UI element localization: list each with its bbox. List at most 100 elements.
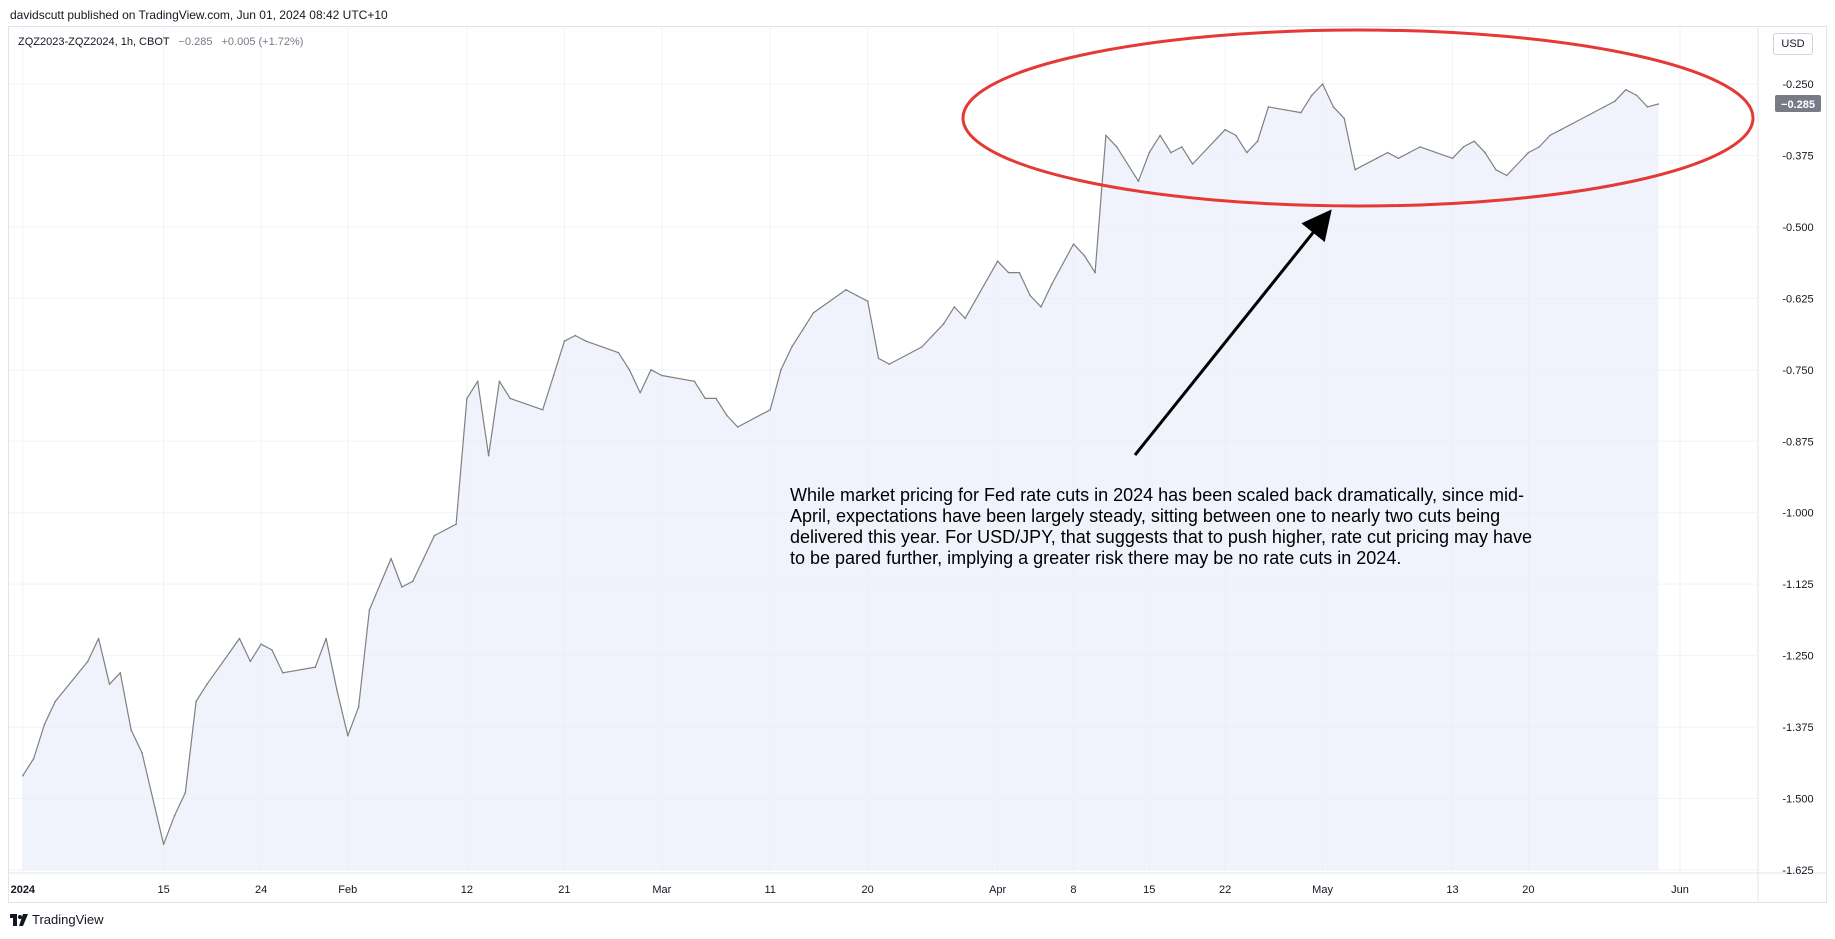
data-point <box>1072 243 1075 245</box>
tradingview-logo-icon <box>10 913 28 926</box>
data-point <box>357 706 360 708</box>
data-point <box>422 557 425 560</box>
data-point <box>1603 106 1605 108</box>
y-tick-label: -1.125 <box>1782 579 1813 591</box>
data-point <box>921 346 923 348</box>
data-point <box>1646 106 1649 108</box>
data-point <box>953 306 956 308</box>
data-point <box>888 363 891 365</box>
data-point <box>119 672 122 674</box>
data-point <box>141 752 143 754</box>
data-point <box>1256 140 1259 142</box>
data-point <box>1625 88 1627 91</box>
y-tick-label: -1.250 <box>1782 651 1813 663</box>
x-tick-label: 15 <box>158 884 170 896</box>
data-point <box>845 289 847 291</box>
x-tick-label: Apr <box>989 884 1006 896</box>
data-point <box>1029 294 1031 297</box>
data-point <box>617 351 620 354</box>
time-axis[interactable]: 2024 15 24 Feb 12 21 Mar 11 20 Apr 8 15 22 May 13 20 Jun <box>11 884 1689 896</box>
data-point <box>1040 306 1042 308</box>
data-point <box>693 380 696 383</box>
data-point <box>401 586 403 588</box>
last-price-label: −0.285 <box>1775 95 1821 112</box>
legend-price: −0.285 <box>178 36 213 48</box>
data-point <box>130 729 132 731</box>
series-legend[interactable]: ZQZ2023-ZQZ2024, 1h, CBOT −0.285 +0.005 … <box>18 36 303 48</box>
data-point <box>282 672 284 674</box>
data-point <box>541 409 544 411</box>
data-point <box>1116 146 1118 148</box>
annotation-arrow <box>1133 209 1332 456</box>
data-point <box>1007 271 1010 274</box>
highlight-ellipse <box>961 28 1755 208</box>
data-point <box>1018 271 1021 274</box>
data-point <box>1191 163 1194 165</box>
data-point <box>184 792 187 794</box>
data-point <box>1224 128 1226 131</box>
x-tick-label: Jun <box>1671 884 1689 896</box>
y-tick-label: -0.875 <box>1782 436 1813 448</box>
data-point <box>1375 157 1378 160</box>
data-point <box>931 334 934 337</box>
data-point <box>1300 111 1302 114</box>
data-point <box>195 700 197 703</box>
data-point <box>877 357 880 360</box>
data-point <box>43 723 46 725</box>
data-point <box>715 397 717 400</box>
x-tick-label: Feb <box>338 884 357 896</box>
data-point <box>1473 140 1475 142</box>
data-point <box>1614 100 1616 102</box>
data-point <box>1505 174 1508 177</box>
data-point <box>97 637 100 640</box>
data-point <box>726 414 728 417</box>
data-point <box>1451 157 1454 160</box>
data-point <box>1105 134 1107 137</box>
data-point <box>1170 151 1172 154</box>
data-point <box>1549 134 1551 137</box>
data-point <box>1495 168 1497 171</box>
currency-button[interactable]: USD <box>1773 33 1813 55</box>
y-tick-label: -1.500 <box>1782 794 1813 806</box>
y-tick-label: -0.625 <box>1782 293 1813 305</box>
data-point <box>249 660 252 663</box>
data-point <box>704 397 706 400</box>
x-tick-label: 11 <box>764 884 775 896</box>
x-tick-label: 2024 <box>11 884 36 896</box>
data-point <box>509 397 512 400</box>
series-area-fill <box>22 84 1659 870</box>
data-point <box>1051 283 1053 285</box>
x-tick-label: Mar <box>652 884 671 896</box>
svg-text:−0.285: −0.285 <box>1781 99 1815 111</box>
data-point <box>1484 151 1486 154</box>
data-point <box>162 843 165 846</box>
footer-brand[interactable]: TradingView <box>10 912 104 927</box>
y-tick-label: -0.750 <box>1782 365 1813 377</box>
data-point <box>22 774 24 777</box>
data-point <box>173 814 176 817</box>
data-point <box>639 391 641 394</box>
data-point <box>54 700 57 703</box>
x-tick-label: 8 <box>1070 884 1076 896</box>
data-point <box>498 380 501 383</box>
data-point <box>433 534 436 537</box>
data-point <box>1570 123 1573 125</box>
data-point <box>87 660 89 663</box>
x-tick-label: 13 <box>1446 884 1458 896</box>
price-axis[interactable]: -0.250 -0.375 -0.500 -0.625 -0.750 -0.875 -1.0… <box>1782 79 1813 877</box>
y-tick-label: -1.625 <box>1782 865 1813 877</box>
data-point <box>455 523 457 525</box>
legend-change: +0.005 (+1.72%) <box>221 36 304 48</box>
data-point <box>1094 271 1096 274</box>
data-point <box>628 369 631 371</box>
data-point <box>336 689 338 691</box>
data-point <box>866 300 869 303</box>
data-point <box>552 374 555 377</box>
data-point <box>1321 83 1324 85</box>
data-point <box>487 454 490 457</box>
data-point <box>1635 94 1638 97</box>
data-point <box>1246 151 1248 154</box>
data-point <box>650 369 652 371</box>
data-point <box>563 340 566 343</box>
